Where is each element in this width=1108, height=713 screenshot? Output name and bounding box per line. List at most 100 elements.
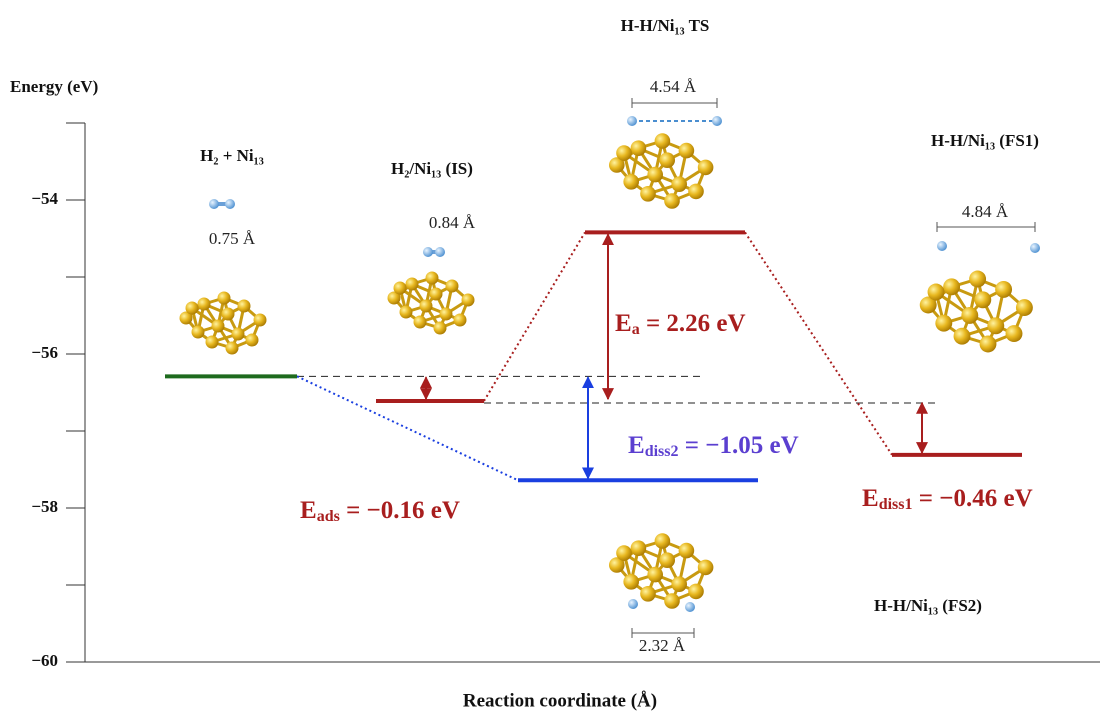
ni-atom bbox=[246, 334, 259, 347]
annotation-text: = −1.05 eV bbox=[678, 432, 798, 459]
ni-atom bbox=[631, 140, 647, 156]
h-atom bbox=[423, 247, 433, 257]
ni-atom bbox=[238, 300, 251, 313]
h2-icon bbox=[209, 199, 235, 209]
annotation-symbol: E bbox=[628, 432, 645, 459]
cluster-icon bbox=[180, 292, 267, 355]
ni-atom bbox=[647, 167, 663, 183]
bond-distance: 0.84 Å bbox=[429, 213, 476, 232]
ni-atom bbox=[698, 160, 714, 176]
y-tick-label: −56 bbox=[31, 343, 58, 362]
level-name: H-H/Ni₁₃ (FS1) bbox=[931, 131, 1039, 150]
h2-icon bbox=[423, 247, 445, 257]
h-atom bbox=[628, 599, 638, 609]
ni-atom bbox=[420, 300, 433, 313]
bond-distance: 4.54 Å bbox=[650, 77, 697, 96]
ni-atom bbox=[226, 342, 239, 355]
energy-annotation: Ediss1 = −0.46 eV bbox=[862, 485, 1033, 513]
ni-atom bbox=[698, 560, 714, 576]
ni-atom bbox=[426, 272, 439, 285]
energy-annotation: Ediss2 = −1.05 eV bbox=[628, 432, 799, 460]
ni-atom bbox=[1016, 299, 1033, 316]
cluster-icon bbox=[609, 133, 713, 209]
ni-atom bbox=[954, 328, 971, 345]
annotation-symbol: E bbox=[862, 485, 879, 512]
connector bbox=[745, 232, 892, 455]
ni-atom bbox=[640, 186, 656, 202]
ni-atom bbox=[186, 302, 199, 315]
energy-annotation: Ea = 2.26 eV bbox=[615, 310, 746, 338]
annotation-text: = −0.46 eV bbox=[912, 485, 1032, 512]
h-atom bbox=[225, 199, 235, 209]
cluster-icon bbox=[920, 271, 1033, 353]
ni-atom bbox=[679, 543, 695, 559]
h2-icon bbox=[627, 116, 722, 126]
ni-atom bbox=[400, 306, 413, 319]
ni-atom bbox=[192, 326, 205, 339]
h-atom bbox=[209, 199, 219, 209]
ni-atom bbox=[664, 593, 680, 609]
ni-atom bbox=[928, 284, 945, 301]
annotation-symbol: E bbox=[615, 310, 632, 337]
annotation-text: = 2.26 eV bbox=[640, 310, 746, 337]
ni-atom bbox=[212, 320, 225, 333]
ni-atom bbox=[434, 322, 447, 335]
ni-atom bbox=[631, 540, 647, 556]
cluster-icon bbox=[388, 272, 475, 335]
ni-atom bbox=[640, 586, 656, 602]
ni-atom bbox=[688, 584, 704, 600]
ni-atom bbox=[623, 174, 639, 190]
ni-atom bbox=[961, 307, 978, 324]
ni-atom bbox=[414, 316, 427, 329]
chart: Energy (eV) Reaction coordinate (Å) −54−… bbox=[0, 0, 1108, 713]
ni-atom bbox=[995, 281, 1012, 298]
ni-atom bbox=[980, 336, 997, 353]
ni-atom bbox=[1006, 325, 1023, 342]
level-name: H₂ + Ni₁₃ bbox=[200, 146, 264, 165]
ni-atom bbox=[616, 545, 632, 561]
annotation-text: = −0.16 eV bbox=[340, 497, 460, 524]
ni-atom bbox=[406, 278, 419, 291]
h-atom bbox=[627, 116, 637, 126]
ni-atom bbox=[974, 291, 991, 308]
ni-atom bbox=[616, 145, 632, 161]
ni-atom bbox=[969, 271, 986, 288]
ni-atom bbox=[679, 143, 695, 159]
ni-atom bbox=[671, 176, 687, 192]
h-atom bbox=[1030, 243, 1040, 253]
ni-atom bbox=[254, 314, 267, 327]
ni-atom bbox=[659, 552, 675, 568]
ni-atom bbox=[655, 133, 671, 149]
ni-atom bbox=[454, 314, 467, 327]
h-atom bbox=[435, 247, 445, 257]
ni-atom bbox=[222, 308, 235, 321]
level-name: H₂/Ni₁₃ (IS) bbox=[391, 159, 473, 178]
level-name: H-H/Ni₁₃ (FS2) bbox=[874, 596, 982, 615]
energy-annotation: Eads = −0.16 eV bbox=[300, 497, 460, 525]
cluster-icon bbox=[609, 533, 713, 609]
annotation-subscript: ads bbox=[317, 508, 340, 525]
bond-distance: 4.84 Å bbox=[962, 202, 1009, 221]
h-atom bbox=[685, 602, 695, 612]
y-tick-label: −54 bbox=[31, 189, 58, 208]
ni-atom bbox=[647, 567, 663, 583]
ni-atom bbox=[688, 184, 704, 200]
annotation-symbol: E bbox=[300, 497, 317, 524]
ni-atom bbox=[987, 317, 1004, 334]
ni-atom bbox=[664, 193, 680, 209]
ni-atom bbox=[198, 298, 211, 311]
ni-atom bbox=[430, 288, 443, 301]
ni-atom bbox=[446, 280, 459, 293]
ni-atom bbox=[206, 336, 219, 349]
connector bbox=[297, 376, 518, 480]
ni-atom bbox=[232, 328, 245, 341]
ni-atom bbox=[440, 308, 453, 321]
bond-distance: 0.75 Å bbox=[209, 229, 256, 248]
ni-atom bbox=[943, 278, 960, 295]
annotation-subscript: a bbox=[632, 321, 640, 338]
ni-atom bbox=[218, 292, 231, 305]
ni-atom bbox=[394, 282, 407, 295]
ni-atom bbox=[655, 533, 671, 549]
connector bbox=[484, 232, 585, 401]
y-tick-label: −60 bbox=[31, 651, 58, 670]
